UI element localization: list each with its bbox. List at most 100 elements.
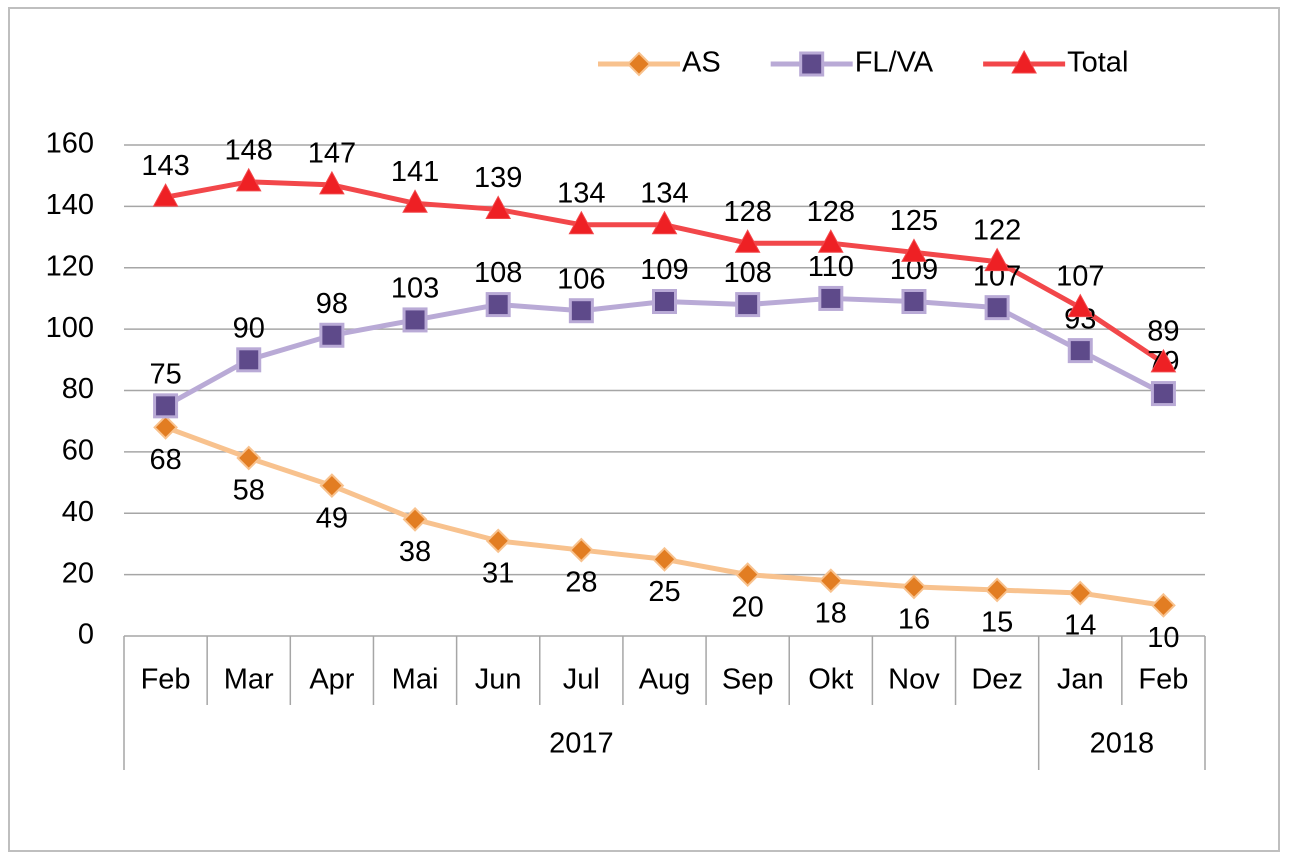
marker [402, 189, 428, 213]
x-tick-label: Jul [563, 664, 600, 696]
marker [984, 577, 1010, 603]
data-label: 128 [807, 196, 855, 228]
marker [735, 562, 761, 588]
data-label: 58 [233, 475, 265, 507]
marker [626, 51, 652, 77]
data-label: 98 [316, 288, 348, 320]
data-label: 128 [723, 196, 771, 228]
x-tick-label: Feb [1138, 664, 1188, 696]
data-label: 106 [557, 263, 605, 295]
y-tick-label: 120 [46, 250, 94, 282]
year-label: 2017 [549, 728, 614, 760]
marker [984, 295, 1010, 321]
y-tick-label: 40 [62, 496, 94, 528]
data-label: 134 [557, 177, 605, 209]
data-label: 107 [1056, 260, 1104, 292]
x-tick-label: Feb [141, 664, 191, 696]
data-label: 89 [1147, 316, 1179, 348]
marker [901, 289, 927, 315]
x-tick-label: Jan [1057, 664, 1104, 696]
marker [1150, 381, 1176, 407]
marker [901, 238, 927, 262]
legend-label: FL/VA [855, 47, 934, 79]
marker [734, 229, 761, 253]
data-label: 90 [233, 312, 265, 344]
x-tick-label: Jun [475, 664, 522, 696]
marker [568, 537, 594, 563]
legend-item: FL/VA [770, 47, 934, 79]
data-label: 14 [1064, 610, 1096, 642]
x-tick-label: Dez [971, 664, 1023, 696]
marker [152, 183, 179, 207]
y-tick-label: 60 [62, 435, 94, 467]
x-tick-label: Nov [888, 664, 940, 696]
marker [235, 167, 262, 192]
marker [568, 298, 594, 324]
marker [1011, 49, 1037, 74]
marker [485, 195, 512, 219]
data-label: 16 [898, 604, 930, 636]
marker [568, 210, 595, 235]
marker [735, 292, 761, 318]
x-tick-label: Sep [722, 664, 774, 696]
y-tick-label: 80 [62, 373, 94, 405]
marker [1067, 338, 1093, 364]
data-label: 110 [808, 251, 854, 283]
data-label: 28 [565, 567, 597, 599]
marker [485, 528, 511, 554]
marker [652, 289, 677, 315]
data-label: 147 [308, 138, 356, 170]
legend-item: Total [983, 47, 1128, 79]
data-label: 38 [399, 536, 431, 568]
data-label: 108 [474, 257, 522, 289]
data-label: 143 [141, 150, 189, 182]
marker [153, 393, 179, 419]
marker [818, 285, 844, 311]
data-label: 31 [482, 558, 514, 590]
marker [319, 322, 345, 348]
data-label: 103 [391, 273, 439, 305]
marker [984, 247, 1010, 272]
marker [817, 229, 844, 253]
marker [1151, 592, 1176, 618]
marker [652, 546, 677, 572]
data-label: 141 [391, 156, 439, 188]
chart-border [8, 7, 1280, 852]
data-label: 122 [973, 214, 1021, 246]
data-label: 108 [723, 257, 771, 289]
marker [319, 170, 345, 195]
data-label: 49 [316, 502, 348, 534]
data-label: 109 [640, 254, 688, 286]
legend-label: Total [1067, 47, 1128, 79]
y-tick-label: 160 [46, 128, 94, 160]
marker [236, 445, 262, 471]
data-label: 25 [648, 576, 680, 608]
x-tick-label: Mar [224, 664, 274, 696]
data-label: 148 [225, 134, 273, 166]
data-label: 20 [732, 591, 764, 623]
marker [1150, 348, 1177, 373]
marker [402, 506, 428, 532]
data-label: 125 [890, 205, 938, 237]
marker [818, 568, 844, 594]
marker [319, 473, 345, 499]
y-tick-label: 0 [78, 619, 94, 651]
data-label: 134 [640, 177, 688, 209]
x-tick-label: Mai [392, 664, 439, 696]
x-tick-label: Apr [309, 664, 354, 696]
marker [236, 347, 262, 373]
data-label: 15 [981, 607, 1013, 639]
y-tick-label: 100 [46, 312, 94, 344]
data-label: 10 [1147, 622, 1179, 654]
marker [485, 292, 511, 318]
marker [153, 414, 178, 440]
data-label: 75 [149, 359, 181, 391]
year-label: 2018 [1090, 728, 1155, 760]
legend-label: AS [682, 47, 721, 79]
data-label: 68 [149, 444, 181, 476]
y-tick-label: 140 [46, 189, 94, 221]
marker [799, 51, 825, 77]
marker [651, 210, 678, 235]
marker [1067, 293, 1094, 318]
